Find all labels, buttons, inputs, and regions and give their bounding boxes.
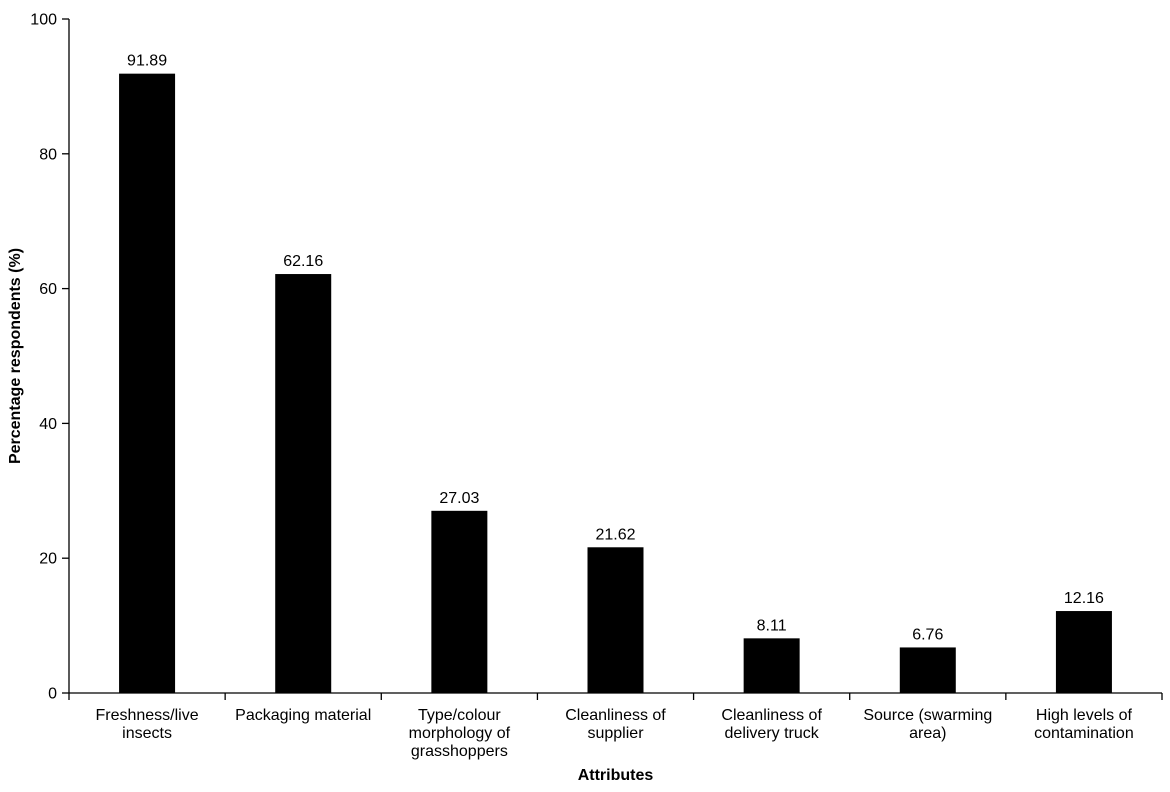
y-axis: 0 20 40 60 80 100 — [30, 12, 70, 703]
category-label: Packaging material — [235, 707, 371, 724]
category-label: Freshness/live insects — [95, 707, 198, 742]
bar — [1055, 611, 1112, 693]
x-axis-title: Attributes — [578, 767, 654, 784]
category-label: Cleanliness of delivery truck — [721, 707, 822, 742]
y-tick-label: 20 — [39, 551, 57, 568]
category-label-line: insects — [122, 725, 172, 742]
x-axis — [68, 692, 1163, 700]
category-label-line: delivery truck — [725, 725, 820, 742]
category-label-line: Cleanliness of — [565, 707, 666, 724]
bar — [119, 73, 176, 694]
bar — [431, 510, 488, 693]
bars — [119, 73, 1112, 694]
y-tick-label: 80 — [39, 146, 57, 163]
y-tick-label: 100 — [30, 12, 57, 29]
category-label: Type/colour morphology of grasshoppers — [409, 707, 511, 760]
data-label: 91.89 — [127, 53, 167, 70]
category-label-line: morphology of — [409, 725, 511, 742]
y-tick-label: 40 — [39, 416, 57, 433]
category-label-line: Packaging material — [235, 707, 371, 724]
category-label-line: High levels of — [1036, 707, 1133, 724]
data-labels: 91.89 62.16 27.03 21.62 8.11 6.76 12.16 — [127, 53, 1104, 644]
bar — [743, 638, 800, 693]
category-label-line: Source (swarming — [863, 707, 992, 724]
category-label-line: area) — [909, 725, 946, 742]
data-label: 12.16 — [1064, 590, 1104, 607]
y-axis-title: Percentage respondents (%) — [7, 248, 24, 464]
category-label: Cleanliness of supplier — [565, 707, 666, 742]
category-label-line: Cleanliness of — [721, 707, 822, 724]
category-label: Source (swarming area) — [863, 707, 992, 742]
data-label: 62.16 — [283, 253, 323, 270]
category-label-line: grasshoppers — [411, 743, 508, 760]
y-tick-label: 0 — [48, 686, 57, 703]
category-labels: Freshness/live insects Packaging material T… — [95, 707, 1133, 760]
category-label-line: Type/colour — [418, 707, 501, 724]
category-label-line: Freshness/live — [95, 707, 198, 724]
category-label: High levels of contamination — [1034, 707, 1134, 742]
category-label-line: contamination — [1034, 725, 1134, 742]
bar — [587, 547, 644, 693]
data-label: 21.62 — [595, 526, 635, 543]
data-label: 27.03 — [439, 490, 479, 507]
bar — [275, 274, 332, 693]
bar — [899, 647, 956, 693]
data-label: 8.11 — [757, 617, 787, 634]
y-tick-label: 60 — [39, 281, 57, 298]
data-label: 6.76 — [912, 626, 943, 643]
category-label-line: supplier — [587, 725, 644, 742]
